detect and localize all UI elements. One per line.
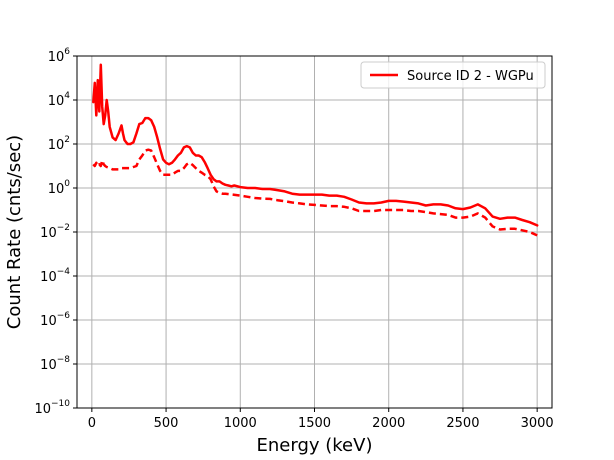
y-tick-exponent: −6: [57, 311, 71, 321]
y-tick-label: 10−4: [40, 267, 70, 285]
grid-lines: [77, 55, 552, 409]
y-tick-label: 102: [48, 135, 70, 153]
y-tick-base: 10: [40, 226, 57, 241]
series-line-solid: [92, 63, 539, 227]
y-tick-base: 10: [40, 314, 57, 329]
y-tick-base: 10: [40, 358, 57, 373]
y-tick-base: 10: [40, 270, 57, 285]
y-tick-label: 100: [48, 179, 71, 197]
x-axis-title: Energy (keV): [257, 435, 373, 456]
y-tick-exponent: 4: [64, 91, 70, 101]
y-tick-base: 10: [48, 138, 65, 153]
y-tick-exponent: −8: [57, 355, 71, 365]
y-axis-title: Count Rate (cnts/sec): [4, 135, 25, 329]
y-tick-label: 10−2: [40, 223, 70, 241]
x-axis-ticks: 0 500 1000 1500 2000 2500 3000: [88, 408, 554, 431]
x-tick-label: 2500: [446, 416, 479, 431]
y-tick-exponent: 6: [64, 47, 70, 57]
x-tick-label: 2000: [372, 416, 405, 431]
legend-label-source-id-2: Source ID 2 - WGPu: [407, 69, 534, 84]
y-tick-exponent: −4: [57, 267, 71, 277]
y-tick-exponent: −10: [51, 399, 70, 409]
y-tick-base: 10: [48, 182, 65, 197]
y-tick-label: 10−8: [40, 355, 70, 373]
y-tick-label: 106: [48, 47, 71, 65]
y-tick-exponent: 2: [64, 135, 70, 145]
x-tick-label: 3000: [521, 416, 554, 431]
x-tick-label: 1000: [224, 416, 257, 431]
x-tick-label: 500: [154, 416, 179, 431]
y-tick-exponent: −2: [57, 223, 70, 233]
x-tick-label: 0: [88, 416, 96, 431]
series-line-dashed: [92, 148, 538, 237]
x-tick-label: 1500: [298, 416, 331, 431]
legend-box: [360, 61, 546, 89]
y-tick-base: 10: [48, 94, 65, 109]
legend: Source ID 2 - WGPu: [360, 61, 546, 89]
y-tick-label: 10−10: [34, 399, 70, 417]
y-tick-base: 10: [34, 402, 51, 417]
y-tick-label: 104: [48, 91, 71, 109]
series-lines: [92, 63, 539, 237]
y-tick-label: 10−6: [40, 311, 70, 329]
y-tick-exponent: 0: [64, 179, 70, 189]
y-tick-base: 10: [48, 50, 65, 65]
